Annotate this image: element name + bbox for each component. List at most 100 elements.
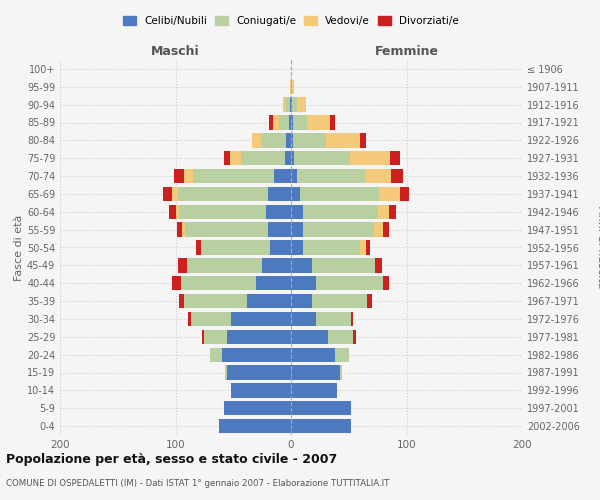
Bar: [231, 312, 291, 326]
Bar: [383, 276, 389, 290]
Bar: [163, 187, 172, 201]
Bar: [290, 80, 291, 94]
Bar: [292, 80, 295, 94]
Bar: [292, 98, 297, 112]
Bar: [291, 80, 292, 94]
Bar: [300, 187, 379, 201]
Bar: [291, 276, 316, 290]
Bar: [172, 276, 181, 290]
Bar: [291, 151, 295, 166]
Bar: [184, 169, 193, 183]
Bar: [302, 204, 377, 219]
Bar: [286, 98, 290, 112]
Bar: [350, 151, 391, 166]
Bar: [312, 258, 376, 272]
Bar: [291, 366, 340, 380]
Bar: [328, 330, 353, 344]
Bar: [335, 348, 349, 362]
Bar: [291, 116, 293, 130]
Text: Popolazione per età, sesso e stato civile - 2007: Popolazione per età, sesso e stato civil…: [6, 452, 337, 466]
Bar: [193, 169, 274, 183]
Bar: [179, 294, 184, 308]
Bar: [351, 312, 353, 326]
Bar: [297, 98, 306, 112]
Bar: [185, 222, 268, 237]
Text: COMUNE DI OSPEDALETTI (IM) - Dati ISTAT 1° gennaio 2007 - Elaborazione TUTTITALI: COMUNE DI OSPEDALETTI (IM) - Dati ISTAT …: [6, 479, 389, 488]
Bar: [291, 187, 300, 201]
Bar: [268, 187, 291, 201]
Bar: [178, 258, 187, 272]
Bar: [391, 169, 403, 183]
Legend: Celibi/Nubili, Coniugati/e, Vedovi/e, Divorziati/e: Celibi/Nubili, Coniugati/e, Vedovi/e, Di…: [120, 12, 462, 29]
Bar: [224, 151, 230, 166]
Bar: [187, 258, 262, 272]
Bar: [307, 116, 330, 130]
Bar: [291, 258, 312, 272]
Bar: [360, 240, 366, 254]
Bar: [291, 169, 297, 183]
Bar: [285, 151, 291, 166]
Bar: [302, 240, 360, 254]
Bar: [291, 401, 351, 415]
Bar: [225, 366, 227, 380]
Bar: [262, 258, 291, 272]
Bar: [293, 116, 307, 130]
Bar: [389, 204, 396, 219]
Bar: [210, 348, 222, 362]
Bar: [289, 116, 291, 130]
Bar: [270, 240, 291, 254]
Text: Femmine: Femmine: [374, 45, 439, 58]
Bar: [291, 204, 302, 219]
Bar: [176, 222, 182, 237]
Bar: [366, 169, 391, 183]
Y-axis label: Fasce di età: Fasce di età: [14, 214, 24, 280]
Bar: [374, 222, 383, 237]
Y-axis label: Anni di nascita: Anni di nascita: [596, 206, 600, 289]
Bar: [291, 330, 328, 344]
Bar: [220, 419, 291, 433]
Bar: [291, 222, 302, 237]
Bar: [283, 98, 286, 112]
Bar: [261, 133, 286, 148]
Bar: [291, 240, 302, 254]
Bar: [230, 151, 241, 166]
Bar: [291, 312, 316, 326]
Bar: [312, 294, 367, 308]
Bar: [377, 204, 389, 219]
Bar: [205, 330, 227, 344]
Bar: [196, 240, 201, 254]
Bar: [295, 151, 350, 166]
Bar: [188, 312, 191, 326]
Bar: [366, 240, 370, 254]
Bar: [269, 116, 272, 130]
Bar: [302, 222, 374, 237]
Bar: [172, 187, 178, 201]
Bar: [316, 312, 351, 326]
Bar: [274, 169, 291, 183]
Bar: [291, 133, 293, 148]
Bar: [272, 116, 280, 130]
Bar: [227, 330, 291, 344]
Bar: [291, 348, 335, 362]
Bar: [280, 116, 289, 130]
Bar: [227, 366, 291, 380]
Bar: [383, 222, 389, 237]
Bar: [297, 169, 366, 183]
Bar: [290, 98, 291, 112]
Bar: [222, 348, 291, 362]
Bar: [291, 419, 351, 433]
Bar: [224, 401, 291, 415]
Bar: [241, 151, 285, 166]
Bar: [400, 187, 409, 201]
Bar: [256, 276, 291, 290]
Bar: [252, 133, 261, 148]
Bar: [201, 240, 270, 254]
Bar: [286, 133, 291, 148]
Bar: [169, 204, 176, 219]
Bar: [293, 133, 326, 148]
Bar: [316, 276, 383, 290]
Bar: [360, 133, 366, 148]
Bar: [340, 366, 342, 380]
Bar: [353, 330, 356, 344]
Bar: [181, 276, 256, 290]
